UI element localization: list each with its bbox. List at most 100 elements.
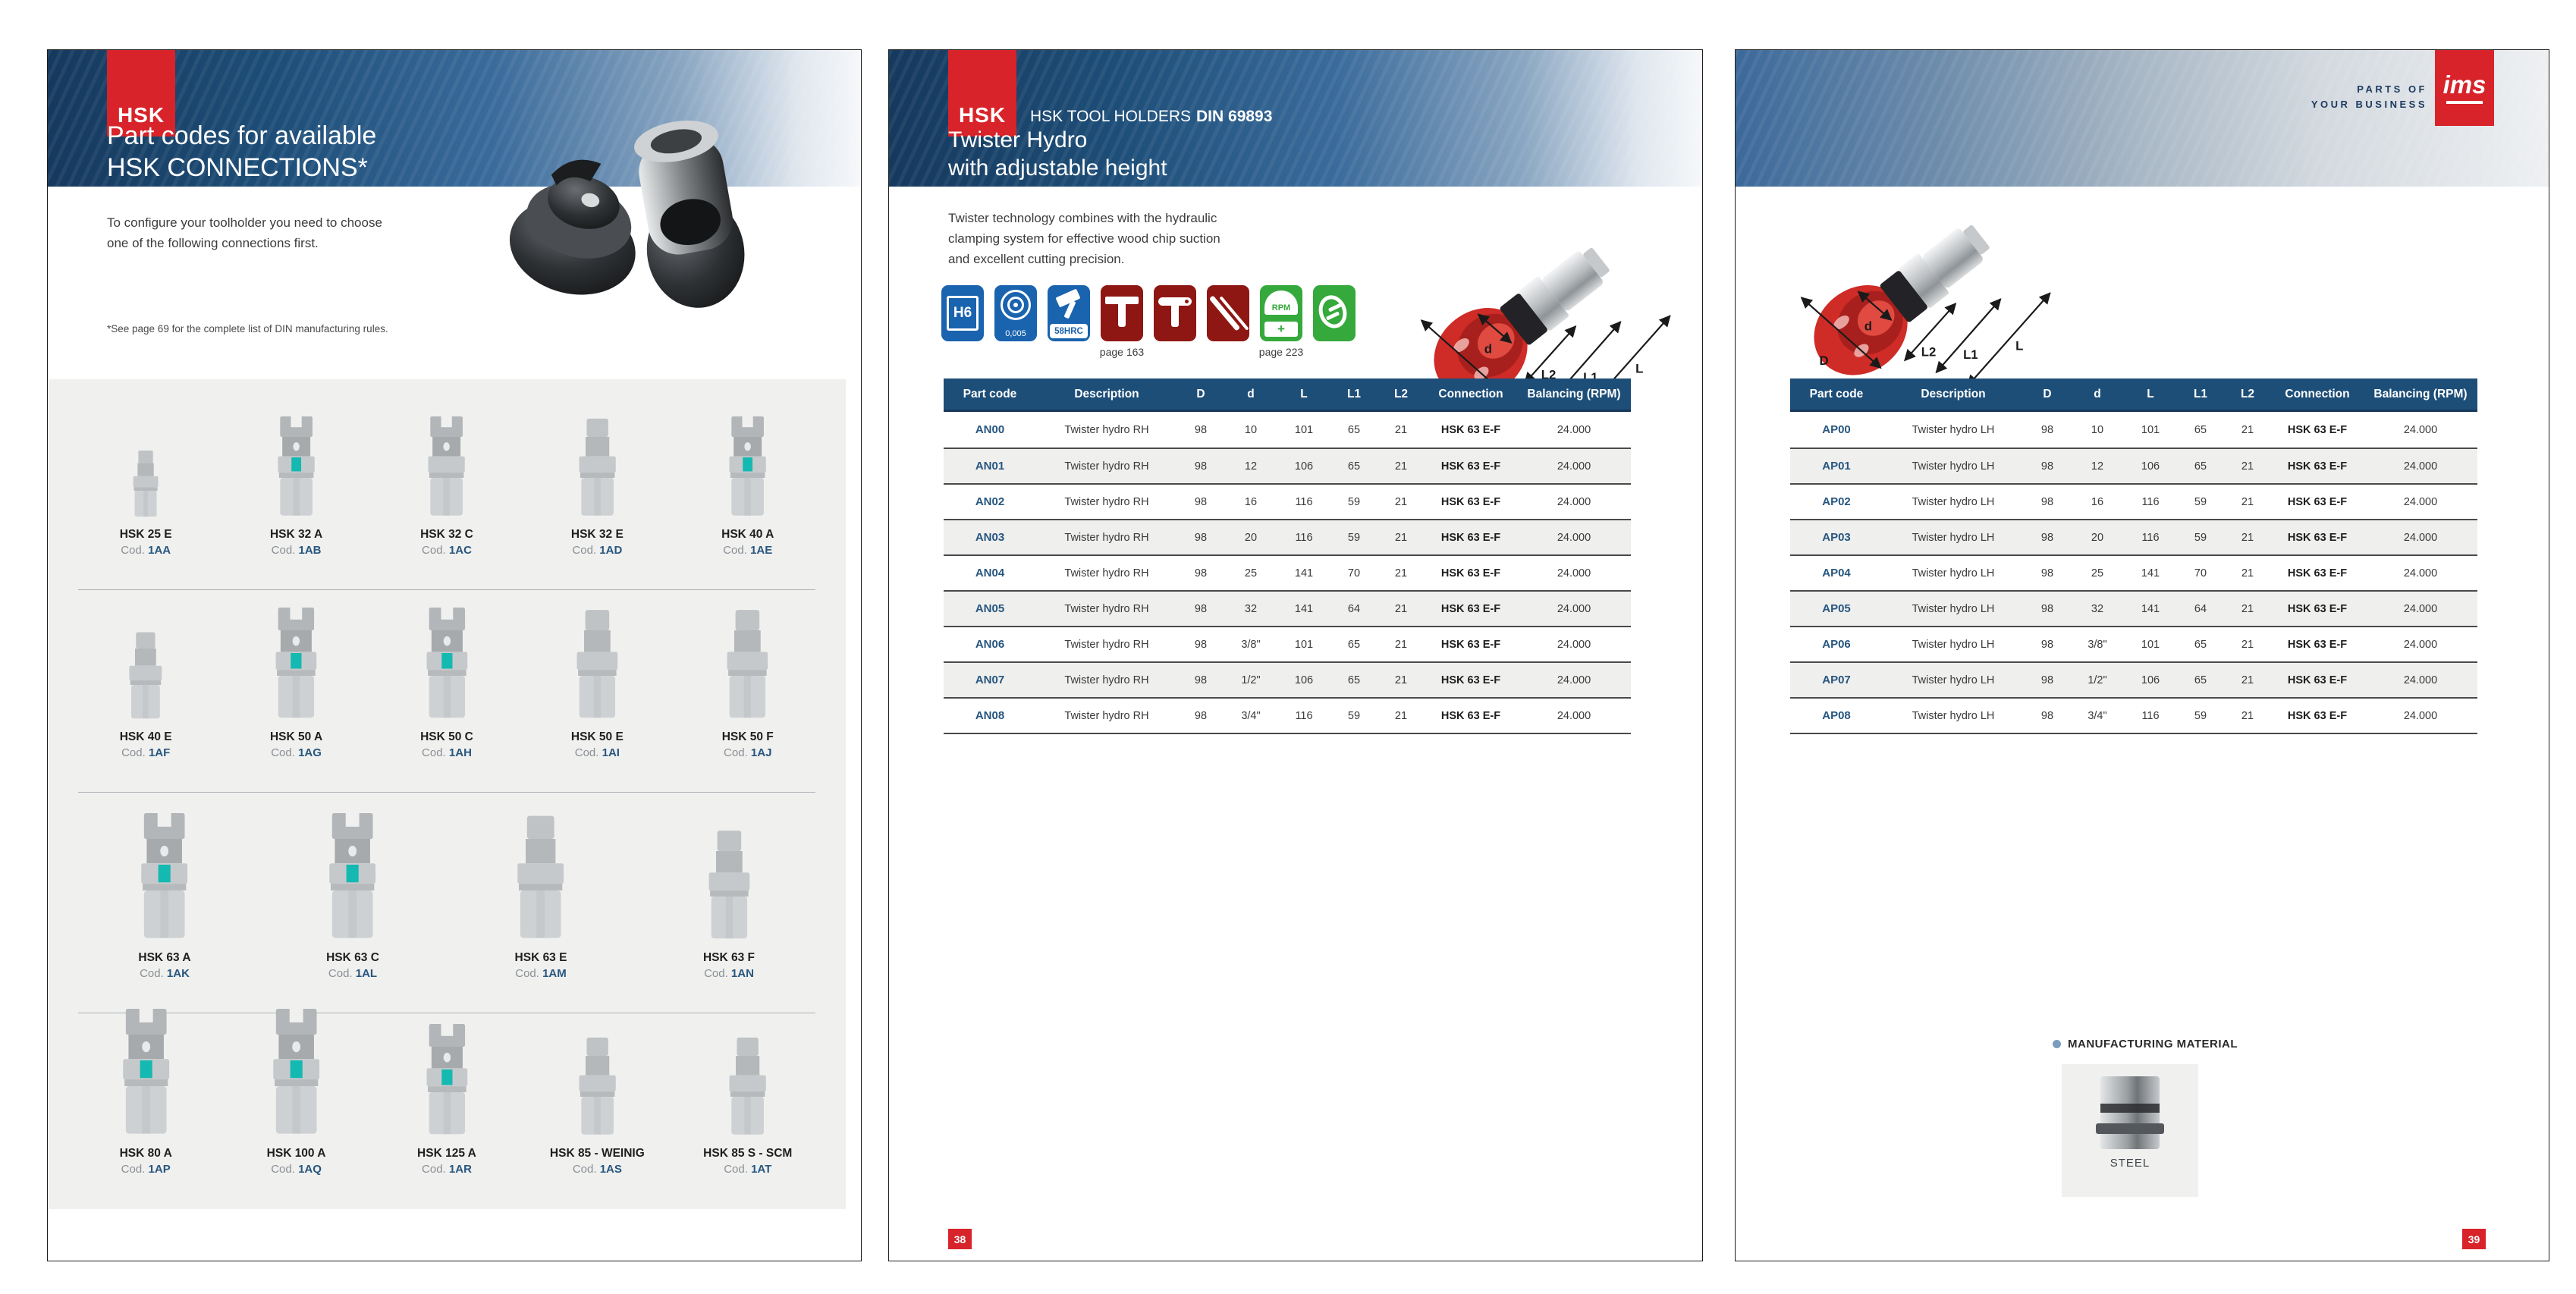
page-number: 39 xyxy=(2462,1229,2486,1249)
table-cell: 70 xyxy=(2194,567,2207,579)
toolholder-illustration xyxy=(693,828,765,942)
table-cell: HSK 63 E-F xyxy=(1440,567,1501,579)
connection-item: HSK 32 C Cod. 1AC xyxy=(372,416,520,590)
connection-code: Cod. 1AA xyxy=(121,544,171,557)
steel-part-image xyxy=(2096,1076,2164,1149)
cod-label: Cod. xyxy=(271,1163,295,1176)
page-title-line1: Part codes for available xyxy=(107,121,377,150)
table-cell: 24.000 xyxy=(2403,495,2438,508)
table-cell: 59 xyxy=(1347,495,1361,508)
hardness-58hrc-icon: 58HRC xyxy=(1048,285,1090,341)
toolholder-illustration xyxy=(712,608,784,721)
connection-row: HSK 40 E Cod. 1AF xyxy=(48,590,846,793)
connection-name: HSK 50 E xyxy=(570,730,624,743)
connection-name: HSK 100 A xyxy=(266,1147,326,1160)
table-cell: 16 xyxy=(1244,495,1258,508)
table-cell: 98 xyxy=(1194,460,1208,473)
connection-item: HSK 125 A Cod. 1AR xyxy=(372,1024,520,1209)
hardness-label: 58HRC xyxy=(1050,324,1088,338)
rpm-plus-icon: RPM + xyxy=(1260,285,1302,341)
twister-hydro-figure: D d L2 L1 L xyxy=(1800,225,2051,387)
connection-name: HSK 25 E xyxy=(119,528,172,541)
connection-code: Cod. 1AR xyxy=(422,1163,472,1176)
table-cell: 24.000 xyxy=(2403,531,2438,544)
table-cell: 98 xyxy=(1194,495,1208,508)
connection-row: HSK 80 A Cod. 1AP xyxy=(48,1009,846,1209)
table-row: AP06 Twister hydro LH 98 3/8" 101 65 21 HSK 63 … xyxy=(1790,626,2477,661)
table-cell: Twister hydro LH xyxy=(1912,567,1995,579)
catalog-page-middle: HSK HSK TOOL HOLDERS DIN 69893 Twister Hy… xyxy=(888,49,1703,1261)
table-header-cell: D xyxy=(2043,387,2052,400)
table-cell: 24.000 xyxy=(1557,567,1591,579)
header-band xyxy=(1736,50,2549,187)
svg-text:L: L xyxy=(1635,361,1643,375)
code-value: 1AR xyxy=(448,1163,472,1176)
table-cell: 106 xyxy=(2141,460,2160,473)
table-cell: 21 xyxy=(1394,567,1408,579)
table-cell: HSK 63 E-F xyxy=(1440,674,1501,686)
table-row: AP05 Twister hydro LH 98 32 141 64 21 HSK 63 E-… xyxy=(1790,590,2477,626)
table-cell: AP01 xyxy=(1822,460,1851,473)
table-row: AN04 Twister hydro RH 98 25 141 70 21 HSK 63 E-… xyxy=(944,554,1631,590)
table-row: AP00 Twister hydro LH 98 10 101 65 21 HSK 63 E-… xyxy=(1790,412,2477,448)
code-value: 1AP xyxy=(148,1163,171,1176)
table-cell: 16 xyxy=(2091,495,2104,508)
table-cell: Twister hydro LH xyxy=(1912,638,1995,651)
kicker-din: DIN 69893 xyxy=(1196,108,1273,125)
table-cell: 64 xyxy=(1347,602,1361,615)
connection-item: HSK 50 F Cod. 1AJ xyxy=(674,608,821,793)
table-cell: 98 xyxy=(2040,460,2054,473)
table-cell: 98 xyxy=(1194,602,1208,615)
table-row: AN02 Twister hydro RH 98 16 116 59 21 HSK 63 E-… xyxy=(944,483,1631,519)
catalog-page-right: PARTS OF YOUR BUSINESS ims xyxy=(1735,49,2549,1261)
connection-item: HSK 100 A Cod. 1AQ xyxy=(222,1009,370,1209)
code-value: 1AT xyxy=(751,1163,772,1176)
connection-item: HSK 32 E Cod. 1AD xyxy=(523,416,671,590)
table-cell: 32 xyxy=(1244,602,1258,615)
table-body: AN00 Twister hydro RH 98 10 101 65 21 HSK 63 E-… xyxy=(944,412,1631,734)
blade-icon xyxy=(1207,285,1249,341)
connection-code: Cod. 1AN xyxy=(704,967,754,980)
table-cell: 98 xyxy=(1194,709,1208,722)
table-cell: Twister hydro LH xyxy=(1912,602,1995,615)
table-cell: Twister hydro RH xyxy=(1064,602,1149,615)
connection-item: HSK 80 A Cod. 1AP xyxy=(72,1009,220,1209)
page-title-line2: HSK CONNECTIONS* xyxy=(107,153,368,182)
h6-tolerance-icon: H6 xyxy=(941,285,984,341)
badge-caption-page-163: page 163 xyxy=(1099,346,1145,358)
toolholder-illustration xyxy=(414,416,479,519)
dimension-labels: D d L2 L1 L xyxy=(1820,319,2024,368)
connection-item: HSK 40 E Cod. 1AF xyxy=(72,630,220,793)
cod-label: Cod. xyxy=(121,746,146,759)
steel-label: STEEL xyxy=(2109,1157,2150,1170)
table-cell: HSK 63 E-F xyxy=(2287,709,2348,722)
table-header-cell: Part code xyxy=(963,387,1017,400)
page-title-line1: Twister Hydro xyxy=(948,127,1088,152)
toolholder-illustration xyxy=(411,608,483,721)
header-band xyxy=(889,50,1702,187)
table-cell: AP03 xyxy=(1822,531,1851,544)
toolholder-illustration xyxy=(715,1035,780,1138)
connection-name: HSK 32 E xyxy=(570,528,624,541)
table-cell: 98 xyxy=(2040,638,2054,651)
table-cell: AN06 xyxy=(975,638,1005,651)
intro-line1: To configure your toolholder you need to… xyxy=(107,215,382,230)
intro-line2: clamping system for effective wood chip … xyxy=(948,231,1220,246)
connection-name: HSK 63 A xyxy=(138,951,191,964)
steel-connectors-photo xyxy=(509,120,745,308)
connection-name: HSK 40 A xyxy=(721,528,774,541)
cod-label: Cod. xyxy=(422,1163,446,1176)
rpm-label: RPM xyxy=(1264,291,1298,315)
table-header-cell: Part code xyxy=(1809,387,1864,400)
table-row: AP01 Twister hydro LH 98 12 106 65 21 HSK 63 E-… xyxy=(1790,448,2477,483)
cod-label: Cod. xyxy=(724,1163,748,1176)
intro-line2: one of the following connections first. xyxy=(107,236,319,250)
table-row: AN07 Twister hydro RH 98 1/2" 106 65 21 HSK 63 … xyxy=(944,661,1631,697)
connection-name: HSK 50 C xyxy=(420,730,473,743)
table-cell: 98 xyxy=(1194,638,1208,651)
table-cell: 21 xyxy=(2241,567,2254,579)
table-cell: 98 xyxy=(2040,709,2054,722)
connection-item: HSK 63 F Cod. 1AN xyxy=(655,828,803,1013)
table-cell: Twister hydro RH xyxy=(1064,460,1149,473)
